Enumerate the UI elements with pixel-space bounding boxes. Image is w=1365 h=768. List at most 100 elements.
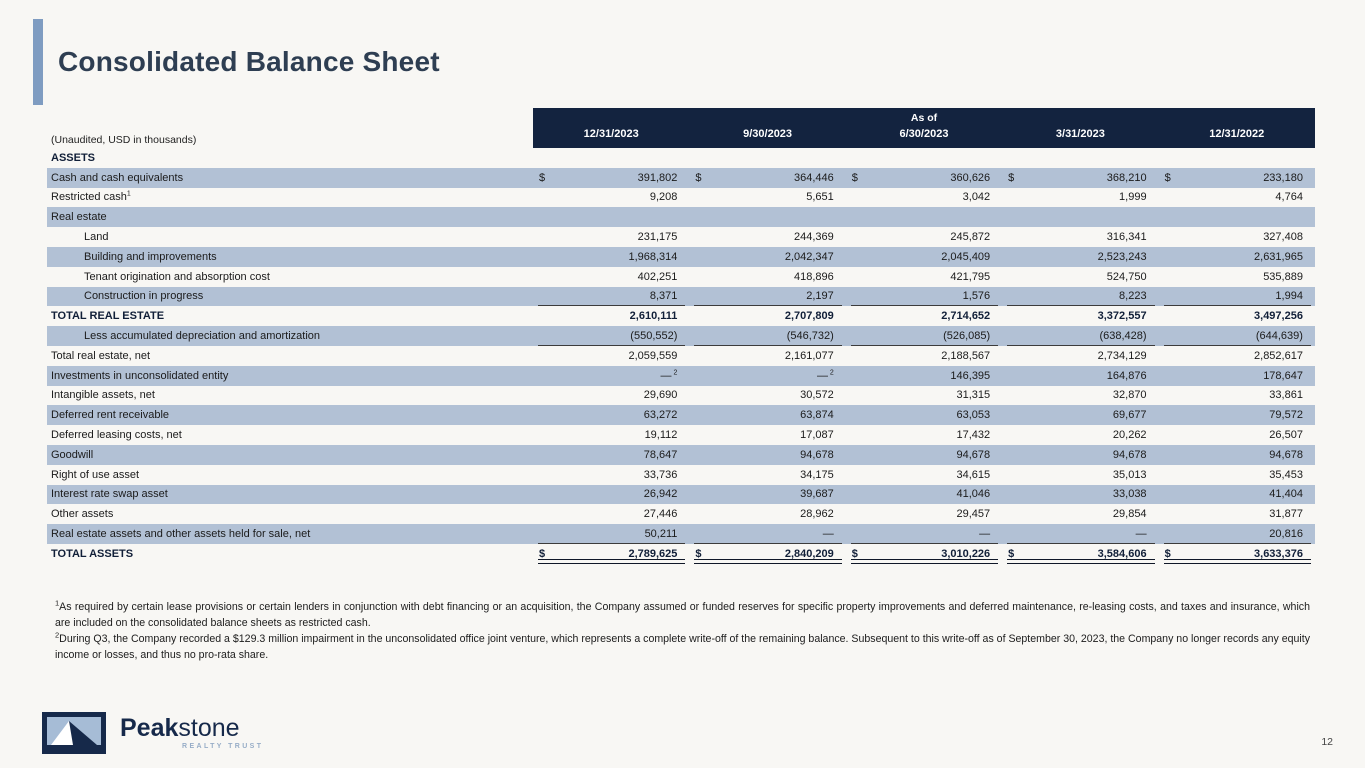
cell-value: 33,861	[1159, 386, 1315, 406]
cell-value: $3,010,226	[846, 544, 1002, 564]
footnote-2-marker: 2	[55, 630, 60, 640]
column-header-1: 12/31/2023	[583, 128, 639, 141]
cell-value: 1,968,314	[533, 247, 689, 267]
cell-number: 316,341	[1106, 231, 1147, 244]
cell-number: 33,038	[1112, 488, 1147, 501]
cell-value: 2,523,243	[1002, 247, 1158, 267]
cell-number: 2,197	[806, 290, 834, 303]
row-label: Goodwill	[51, 448, 94, 461]
column-header-5: 12/31/2022	[1209, 128, 1265, 141]
cell-value: $368,210	[1002, 168, 1158, 188]
cell-value: 8,371	[533, 287, 689, 307]
cell-number: 63,053	[956, 409, 991, 422]
balance-sheet-table: (Unaudited, USD in thousands) As of 12/3…	[47, 108, 1315, 564]
cell-number: 2,523,243	[1097, 250, 1147, 263]
unaudited-note-cell: (Unaudited, USD in thousands)	[47, 108, 533, 148]
cell-number: 34,175	[800, 468, 834, 481]
cell-number: 20,816	[1269, 528, 1303, 541]
cell-value: 535,889	[1159, 267, 1315, 287]
cell-number: 1,994	[1275, 290, 1303, 303]
cell-value: 231,175	[533, 227, 689, 247]
cell-number: 41,404	[1269, 488, 1303, 501]
row-label: Restricted cash1	[51, 190, 131, 204]
cell-number: 4,764	[1275, 191, 1303, 204]
cell-value: 41,046	[846, 485, 1002, 505]
cell-value: 27,446	[533, 504, 689, 524]
cell-number: 360,626	[950, 171, 991, 184]
cell-value: 34,615	[846, 465, 1002, 485]
dollar-sign: $	[851, 171, 858, 184]
cell-value: 78,647	[533, 445, 689, 465]
footnote-1-text: As required by certain lease provisions …	[55, 601, 1310, 629]
cell-number: 39,687	[800, 488, 834, 501]
cell-number: 17,087	[800, 429, 834, 442]
cell-value: $364,446	[689, 168, 845, 188]
footnote-2-text: During Q3, the Company recorded a $129.3…	[55, 632, 1310, 661]
cell-value: $360,626	[846, 168, 1002, 188]
cell-value: 19,112	[533, 425, 689, 445]
cell-number: 2,707,809	[784, 310, 834, 323]
cell-number: 3,372,557	[1097, 310, 1147, 323]
row-investments-unconsolidated: Investments in unconsolidated entity — 2 —…	[47, 365, 1315, 386]
row-total-real-estate: TOTAL REAL ESTATE 2,610,111 2,707,809 2,714…	[47, 306, 1315, 326]
cell-value: 2,707,809	[689, 306, 845, 326]
cell-value: 35,453	[1159, 465, 1315, 485]
cell-number: 94,678	[956, 448, 991, 461]
cell-number: 146,395	[950, 369, 991, 382]
cell-value: 26,507	[1159, 425, 1315, 445]
table-header: (Unaudited, USD in thousands) As of 12/3…	[47, 108, 1315, 148]
row-label: Deferred leasing costs, net	[51, 429, 182, 442]
cell-value: 2,610,111	[533, 306, 689, 326]
cell-number: 2,610,111	[629, 310, 678, 323]
cell-number: 2,840,209	[784, 547, 834, 560]
cell-value: 402,251	[533, 267, 689, 287]
cell-value: 33,736	[533, 465, 689, 485]
cell-value: (638,428)	[1002, 326, 1158, 346]
cell-number: 32,870	[1112, 389, 1147, 402]
cell-value: 1,994	[1159, 287, 1315, 307]
cell-number: 29,854	[1112, 508, 1147, 521]
dollar-sign: $	[695, 171, 702, 184]
cell-number: 2,045,409	[941, 250, 991, 263]
row-label: Tenant origination and absorption cost	[84, 270, 270, 283]
cell-number: 368,210	[1106, 171, 1147, 184]
cell-value: 31,315	[846, 386, 1002, 406]
row-held-for-sale: Real estate assets and other assets held…	[47, 524, 1315, 544]
row-label: TOTAL REAL ESTATE	[51, 310, 165, 323]
row-total-real-estate-net: Total real estate, net 2,059,559 2,161,077…	[47, 346, 1315, 366]
cell-number: 35,453	[1269, 468, 1303, 481]
cell-number: (546,732)	[786, 330, 834, 343]
row-label: Cash and cash equivalents	[51, 171, 184, 184]
cell-number: 1,968,314	[628, 250, 678, 263]
cell-value: 69,677	[1002, 405, 1158, 425]
cell-number: 3,010,226	[941, 547, 991, 560]
column-header-3: 6/30/2023	[899, 128, 949, 141]
cell-value: 245,872	[846, 227, 1002, 247]
dollar-sign: $	[1164, 171, 1171, 184]
cell-number: (644,639)	[1255, 330, 1303, 343]
date-columns: 12/31/2023 9/30/2023 6/30/2023 3/31/2023…	[533, 124, 1315, 149]
cell-value: 32,870	[1002, 386, 1158, 406]
brand-bold: Peak	[120, 714, 179, 742]
cell-value: 63,053	[846, 405, 1002, 425]
cell-value: — 2	[533, 366, 689, 386]
cell-value: 28,962	[689, 504, 845, 524]
cell-value: 8,223	[1002, 287, 1158, 307]
cell-number: 421,795	[950, 270, 991, 283]
row-deferred-leasing: Deferred leasing costs, net 19,112 17,087 1…	[47, 425, 1315, 445]
cell-value: 3,372,557	[1002, 306, 1158, 326]
cell-number: 245,872	[950, 231, 991, 244]
cell-value: 29,854	[1002, 504, 1158, 524]
cell-number: 8,223	[1119, 290, 1147, 303]
cell-number: 33,736	[643, 468, 678, 481]
cell-number: 63,874	[800, 409, 834, 422]
cell-value: 418,896	[689, 267, 845, 287]
cell-number: 233,180	[1263, 171, 1303, 184]
cell-value: 5,651	[689, 188, 845, 208]
cell-value: (546,732)	[689, 326, 845, 346]
row-label: Investments in unconsolidated entity	[51, 369, 229, 382]
footnote-2: 2During Q3, the Company recorded a $129.…	[55, 630, 1310, 664]
column-header-2: 9/30/2023	[743, 128, 793, 141]
cell-value: 35,013	[1002, 465, 1158, 485]
row-restricted-cash: Restricted cash1 9,208 5,651 3,042 1,999 4,76…	[47, 188, 1315, 208]
